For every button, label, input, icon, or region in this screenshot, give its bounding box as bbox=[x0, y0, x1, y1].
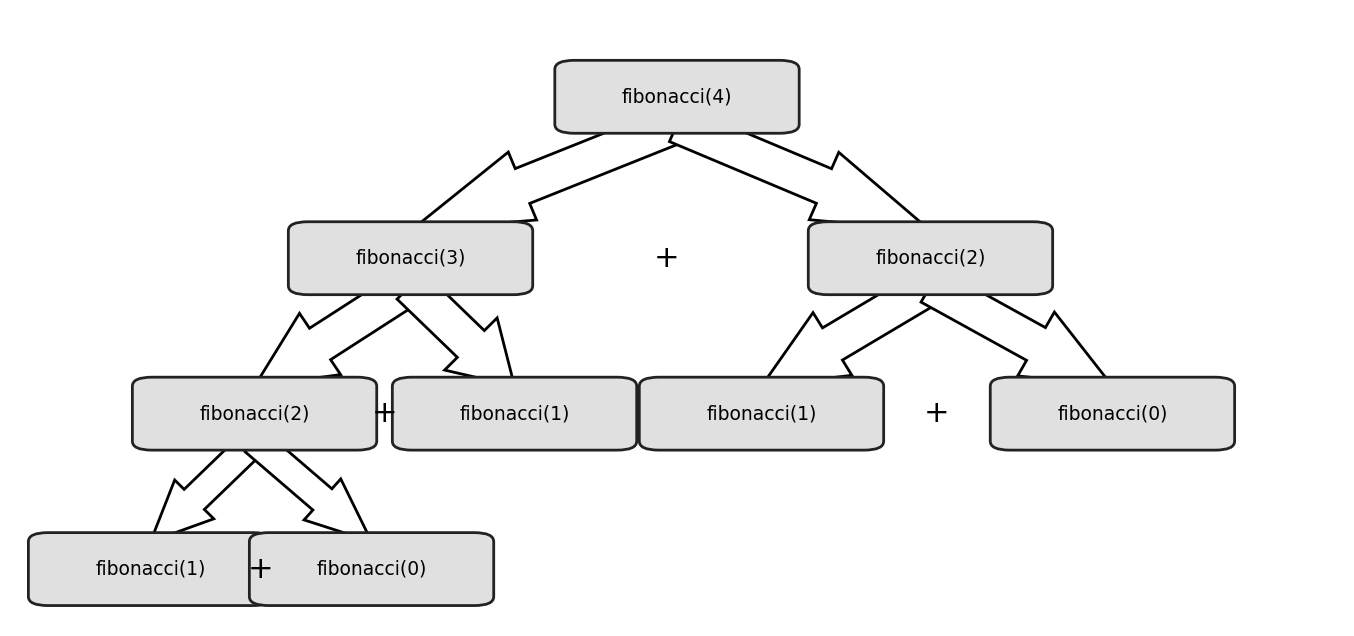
Polygon shape bbox=[245, 431, 371, 542]
Polygon shape bbox=[397, 272, 515, 386]
Text: fibonacci(2): fibonacci(2) bbox=[199, 404, 310, 423]
Text: fibonacci(1): fibonacci(1) bbox=[95, 560, 206, 579]
FancyBboxPatch shape bbox=[133, 377, 376, 450]
FancyBboxPatch shape bbox=[28, 532, 272, 605]
FancyBboxPatch shape bbox=[990, 377, 1235, 450]
Polygon shape bbox=[921, 269, 1113, 386]
FancyBboxPatch shape bbox=[393, 377, 636, 450]
Text: fibonacci(4): fibonacci(4) bbox=[621, 87, 733, 106]
Polygon shape bbox=[410, 107, 684, 231]
Text: +: + bbox=[925, 399, 949, 428]
Polygon shape bbox=[669, 107, 930, 231]
Text: fibonacci(3): fibonacci(3) bbox=[355, 249, 466, 268]
Text: fibonacci(0): fibonacci(0) bbox=[1057, 404, 1167, 423]
FancyBboxPatch shape bbox=[808, 222, 1052, 294]
FancyBboxPatch shape bbox=[639, 377, 884, 450]
Text: +: + bbox=[372, 399, 397, 428]
Text: fibonacci(0): fibonacci(0) bbox=[317, 560, 427, 579]
Text: fibonacci(1): fibonacci(1) bbox=[707, 404, 816, 423]
Polygon shape bbox=[150, 431, 264, 542]
Text: fibonacci(1): fibonacci(1) bbox=[459, 404, 570, 423]
Text: fibonacci(2): fibonacci(2) bbox=[875, 249, 986, 268]
FancyBboxPatch shape bbox=[288, 222, 532, 294]
Polygon shape bbox=[255, 270, 421, 386]
FancyBboxPatch shape bbox=[555, 60, 799, 134]
FancyBboxPatch shape bbox=[249, 532, 494, 605]
Text: +: + bbox=[248, 555, 274, 584]
Polygon shape bbox=[761, 270, 941, 386]
Text: +: + bbox=[654, 244, 680, 273]
